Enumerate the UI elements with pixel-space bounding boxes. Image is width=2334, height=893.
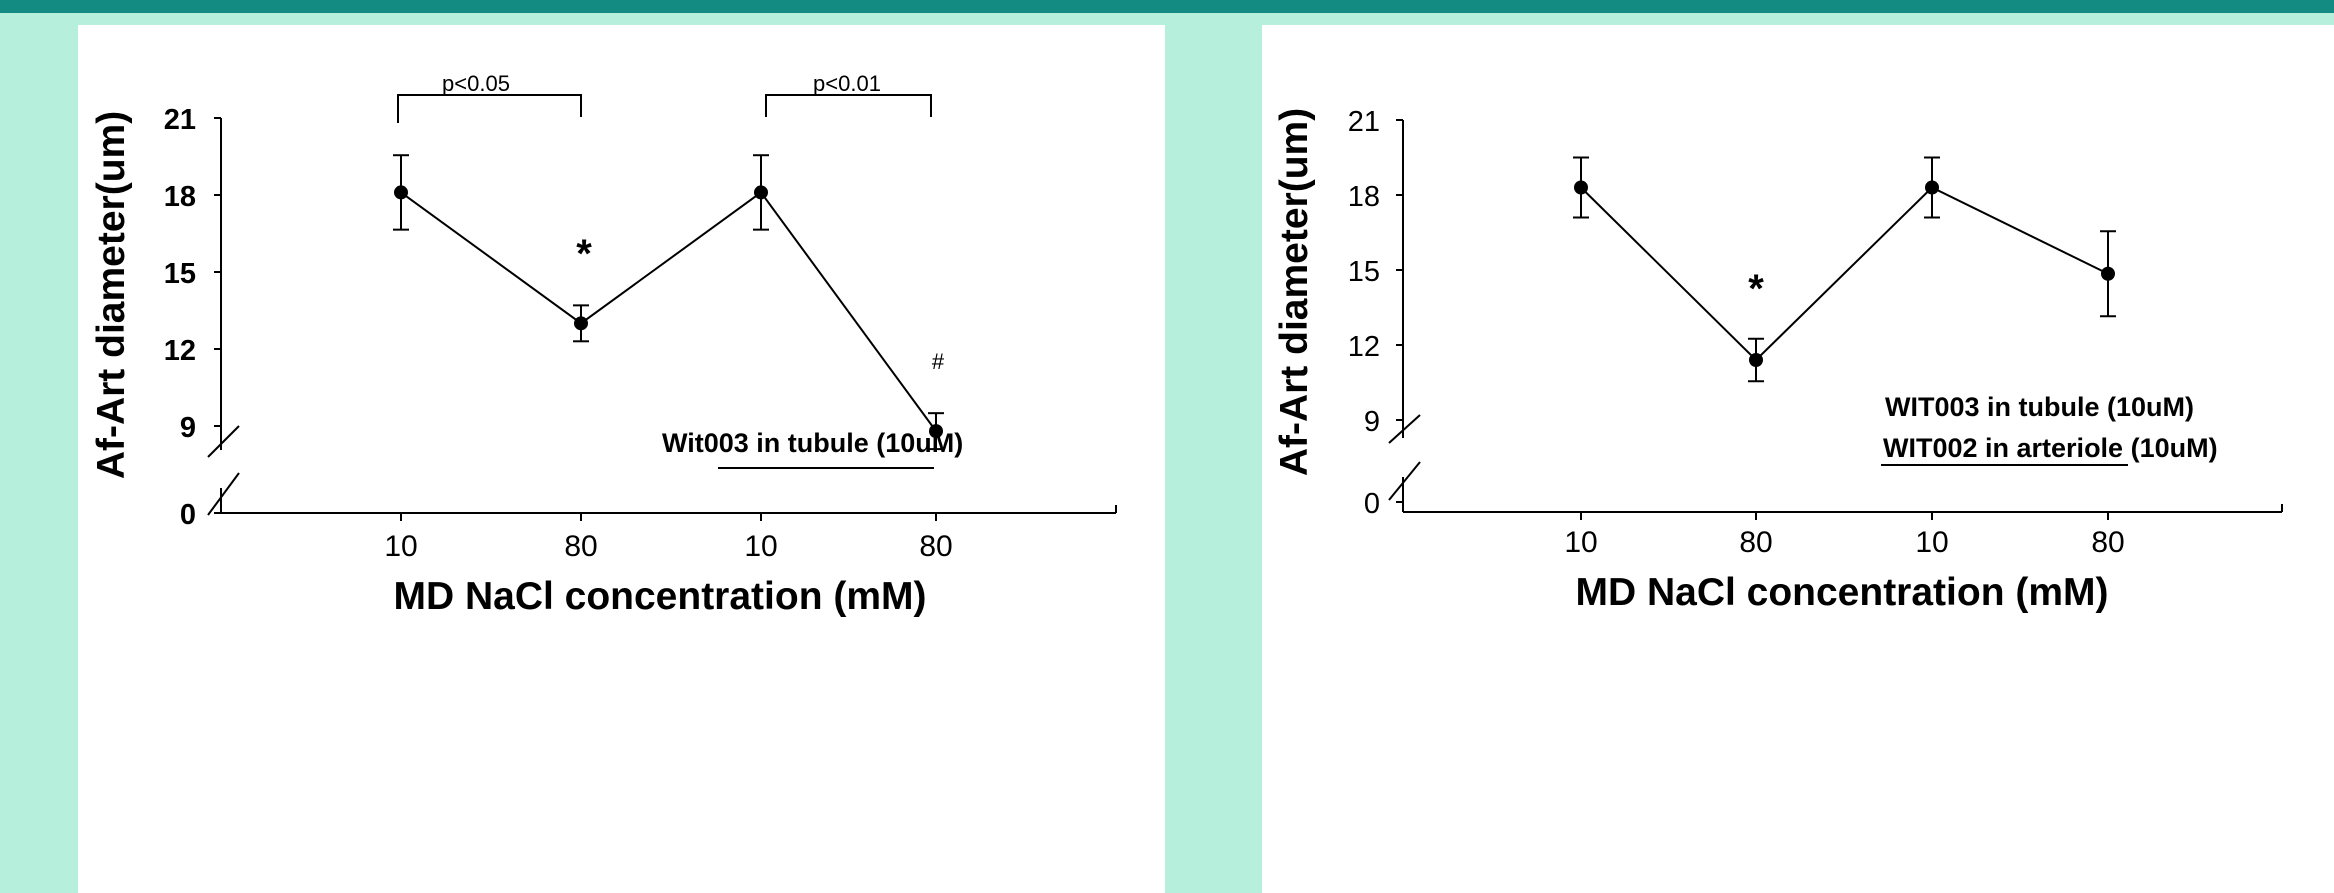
y-tick-label: 18 — [1348, 181, 1380, 213]
significance-bracket — [765, 94, 932, 117]
top-accent-bar — [0, 0, 2334, 13]
axis-break-mark — [1388, 461, 1421, 501]
x-tick-label: 80 — [1739, 526, 1772, 559]
significance-bracket — [397, 94, 582, 123]
x-axis-title: MD NaCl concentration (mM) — [1575, 571, 2108, 614]
significance-star: * — [1748, 267, 1764, 311]
y-tick-label: 21 — [1348, 106, 1380, 138]
y-tick-label: 15 — [164, 258, 196, 290]
condition-label: WIT002 in arteriole (10uM) — [1883, 433, 2218, 463]
x-axis-title: MD NaCl concentration (mM) — [393, 575, 926, 618]
condition-label: Wit003 in tubule (10uM) — [662, 428, 963, 458]
data-point — [1749, 353, 1763, 367]
y-tick-label: 0 — [1364, 488, 1380, 520]
significance-star: * — [576, 232, 592, 276]
y-tick-label: 12 — [164, 335, 196, 367]
x-tick-label: 80 — [919, 530, 952, 563]
y-tick-label: 15 — [1348, 256, 1380, 288]
axis-break-mark — [207, 472, 240, 516]
chart-right-svg: 21 18 15 12 9 0 10 80 10 80 Af-Art diame… — [1273, 106, 2283, 614]
significance-label: p<0.01 — [813, 71, 881, 96]
data-point — [394, 185, 408, 200]
y-tick-label: 9 — [180, 412, 196, 444]
y-tick-label: 21 — [164, 104, 196, 136]
series-line — [400, 191, 937, 432]
data-point — [1574, 180, 1588, 195]
chart-panel-left: 21 18 15 12 9 0 10 80 10 80 Af-Art diame… — [78, 25, 1165, 893]
y-axis-title: Af-Art diameter(um) — [90, 111, 133, 479]
x-tick-label: 80 — [564, 530, 597, 563]
axis-break-mark — [1388, 414, 1421, 444]
y-tick-label: 18 — [164, 181, 196, 213]
data-point — [1925, 180, 1939, 195]
chart-left-svg: 21 18 15 12 9 0 10 80 10 80 Af-Art diame… — [90, 71, 1117, 618]
series-group — [393, 154, 944, 451]
data-point — [929, 424, 943, 439]
x-tick-label: 10 — [384, 530, 417, 563]
significance-label: p<0.05 — [442, 71, 510, 96]
data-point — [2101, 266, 2115, 281]
y-axis-title: Af-Art diameter(um) — [1273, 108, 1316, 476]
data-point — [754, 185, 768, 200]
x-tick-label: 10 — [1915, 526, 1948, 559]
chart-panel-right: 21 18 15 12 9 0 10 80 10 80 Af-Art diame… — [1262, 25, 2334, 893]
x-tick-label: 10 — [1564, 526, 1597, 559]
axis-break-mark — [207, 425, 240, 458]
series-line — [1580, 186, 2109, 362]
series-group — [1573, 156, 2116, 383]
x-tick-label: 80 — [2091, 526, 2124, 559]
y-tick-label: 9 — [1364, 406, 1380, 438]
y-tick-label: 0 — [180, 499, 196, 531]
data-point — [574, 316, 588, 331]
x-tick-label: 10 — [744, 530, 777, 563]
y-tick-label: 12 — [1348, 331, 1380, 363]
significance-hash: # — [932, 349, 945, 374]
condition-label: WIT003 in tubule (10uM) — [1885, 392, 2194, 422]
